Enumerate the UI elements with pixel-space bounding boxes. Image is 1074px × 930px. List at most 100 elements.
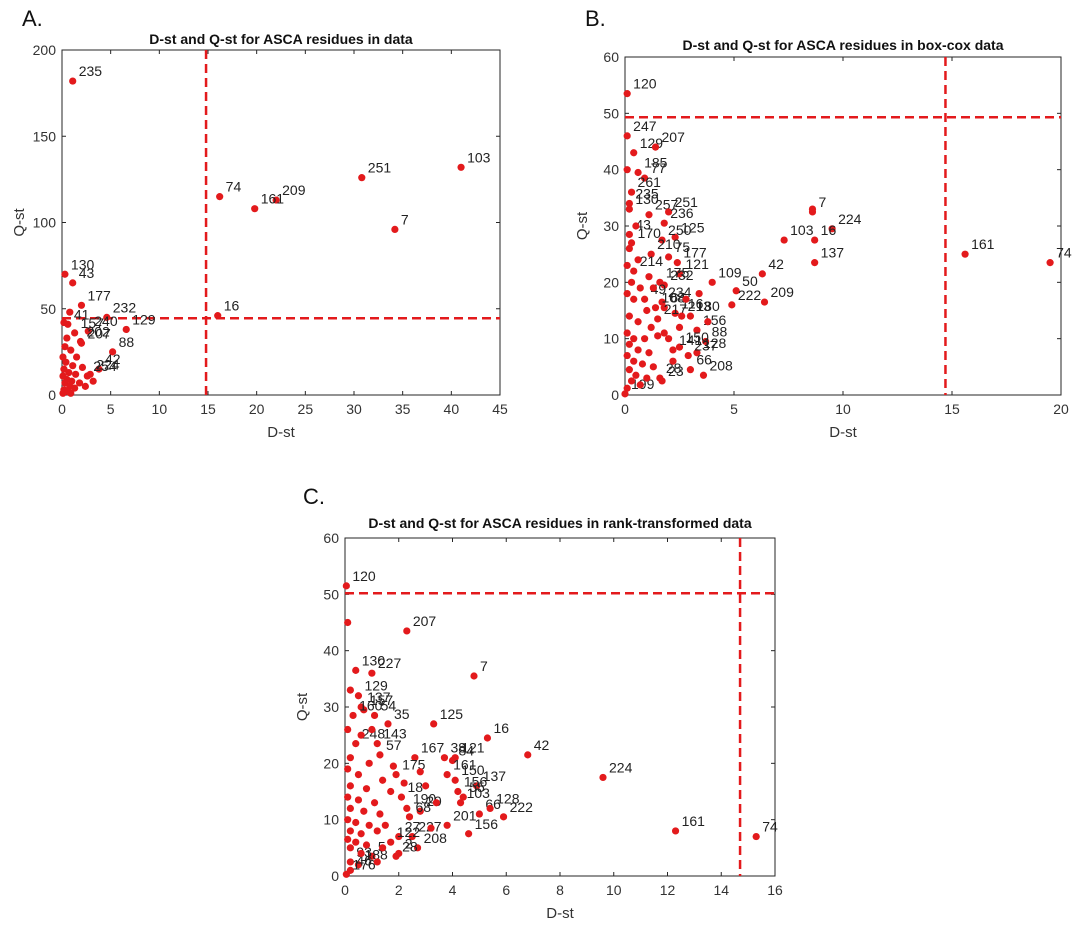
point-label: 214 (640, 253, 664, 269)
scatter-point (630, 335, 638, 343)
scatter-point (342, 582, 350, 590)
point-label: 121 (461, 740, 485, 756)
chart-title: D-st and Q-st for ASCA residues in data (149, 31, 413, 47)
x-axis-label: D-st (829, 424, 857, 441)
scatter-point (62, 358, 70, 366)
chart-title: D-st and Q-st for ASCA residues in box-c… (682, 37, 1003, 53)
scatter-point (416, 768, 424, 776)
point-label: 161 (453, 757, 477, 773)
point-label: 55 (469, 779, 485, 795)
scatter-point (630, 295, 638, 303)
point-label: 232 (113, 299, 137, 315)
scatter-point (376, 810, 384, 818)
scatter-point (634, 256, 642, 264)
scatter-point (675, 270, 684, 278)
point-label: 222 (738, 287, 762, 303)
scatter-point (357, 731, 365, 739)
point-label: 176 (352, 856, 376, 872)
scatter-point (376, 751, 384, 759)
scatter-point (379, 844, 387, 852)
point-label: 66 (696, 352, 712, 368)
point-label: 16 (224, 298, 240, 314)
point-label: 122 (397, 824, 421, 840)
scatter-point (443, 771, 451, 779)
panel-a: A. D-st and Q-st for ASCA residues in da… (0, 0, 537, 450)
x-tick-label: 35 (395, 401, 411, 417)
panel-letter-a: A. (22, 6, 43, 31)
scatter-point (760, 298, 769, 306)
x-tick-label: 0 (621, 401, 629, 417)
scatter-point (432, 799, 440, 807)
scatter-point (430, 720, 438, 728)
point-label: 121 (686, 256, 710, 272)
scatter-point (69, 77, 77, 85)
scatter-point (704, 318, 712, 326)
scatter-point (695, 290, 703, 298)
point-label: 210 (657, 236, 681, 252)
point-label: 88 (712, 323, 728, 339)
point-label: 120 (352, 568, 376, 584)
scatter-point (627, 239, 636, 247)
scatter-point (623, 384, 631, 392)
scatter-point (645, 273, 653, 281)
scatter-point (346, 686, 354, 694)
x-axis-label: D-st (546, 905, 574, 922)
point-label: 141 (679, 332, 703, 348)
scatter-point (457, 163, 465, 171)
scatter-point (368, 669, 376, 677)
scatter-point (346, 804, 354, 812)
x-tick-label: 5 (730, 401, 738, 417)
scatter-point (370, 799, 379, 807)
scatter-point (634, 318, 642, 326)
scatter-point (103, 313, 111, 321)
point-label: 250 (668, 222, 692, 238)
scatter-point (636, 284, 644, 292)
point-label: 43 (79, 265, 95, 281)
scatter-point (360, 706, 368, 714)
point-label: 143 (383, 726, 407, 742)
scatter-point (379, 776, 387, 784)
scatter-point (524, 751, 532, 759)
point-label: 43 (635, 216, 651, 232)
scatter-point (214, 312, 222, 320)
scatter-point (636, 381, 644, 389)
point-label: 247 (633, 118, 657, 134)
scatter-point (641, 335, 649, 343)
scatter-point (465, 830, 473, 838)
scatter-point (373, 827, 381, 835)
scatter-point (625, 340, 633, 348)
scatter-point (71, 329, 79, 337)
y-axis-label: Q-st (294, 692, 311, 721)
scatter-point (647, 323, 655, 331)
scatter-point (456, 799, 465, 807)
scatter-point (686, 312, 694, 320)
scatter-point (354, 692, 363, 700)
scatter-point (645, 211, 653, 219)
scatter-point (405, 813, 414, 821)
point-label: 129 (640, 135, 664, 151)
scatter-point (627, 188, 636, 196)
scatter-point (649, 284, 657, 292)
scatter-point (358, 174, 366, 182)
scatter-point (61, 343, 69, 351)
scatter-point (368, 852, 376, 860)
scatter-point (61, 270, 69, 278)
point-label: 38 (450, 740, 466, 756)
scatter-point (272, 196, 280, 204)
scatter-point (808, 205, 817, 213)
point-label: 7 (480, 658, 488, 674)
point-label: 7 (818, 194, 826, 210)
point-label: 251 (675, 194, 699, 210)
point-label: 161 (261, 191, 285, 207)
scatter-point (671, 309, 679, 317)
point-label: 7 (401, 211, 409, 227)
point-label: 224 (609, 759, 633, 775)
x-tick-label: 2 (395, 882, 403, 898)
scatter-point (780, 236, 788, 244)
scatter-point (251, 205, 259, 213)
point-label: 129 (132, 311, 156, 327)
scatter-point (625, 205, 633, 213)
scatter-point (368, 725, 376, 734)
scatter-point (392, 852, 400, 860)
point-label: 16 (493, 720, 509, 736)
